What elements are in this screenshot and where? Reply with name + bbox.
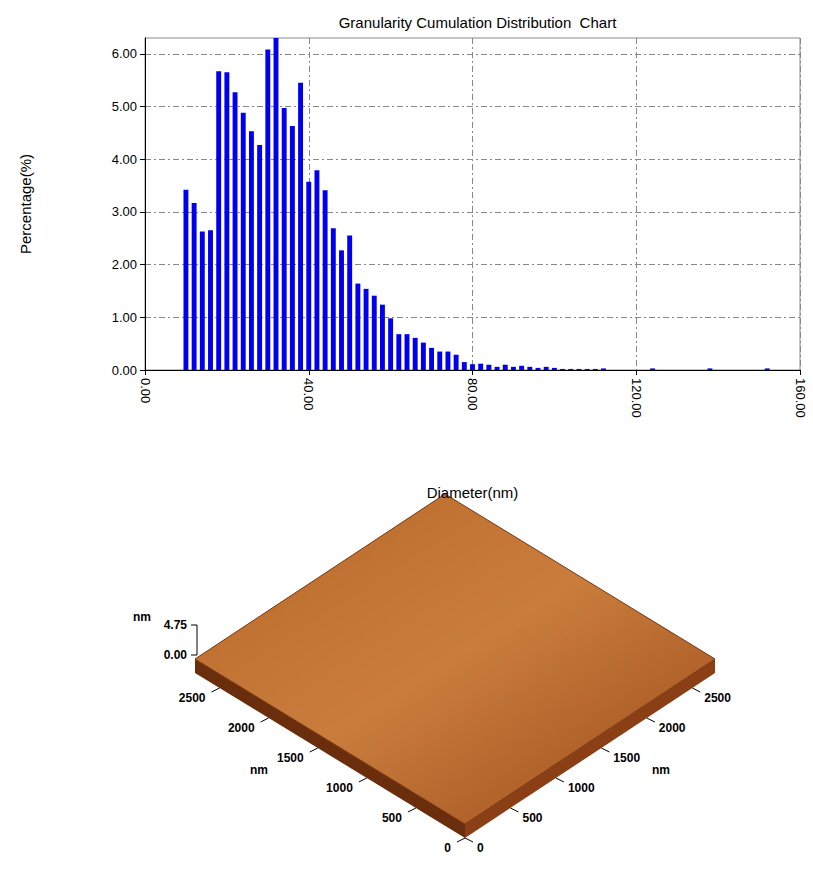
svg-text:Diameter(nm): Diameter(nm) <box>427 484 519 501</box>
svg-text:5.00: 5.00 <box>112 99 137 114</box>
svg-text:0: 0 <box>477 841 484 855</box>
svg-text:3.00: 3.00 <box>112 204 137 219</box>
svg-text:80.00: 80.00 <box>465 378 480 411</box>
svg-text:0.00: 0.00 <box>112 363 137 378</box>
svg-text:120.00: 120.00 <box>629 378 644 418</box>
svg-text:160.00: 160.00 <box>793 378 808 418</box>
svg-text:2000: 2000 <box>228 721 255 735</box>
svg-text:nm: nm <box>652 763 670 777</box>
svg-text:2500: 2500 <box>704 691 731 705</box>
svg-text:nm: nm <box>250 763 268 777</box>
svg-text:2.00: 2.00 <box>112 257 137 272</box>
svg-text:500: 500 <box>382 811 402 825</box>
svg-text:Percentage(%): Percentage(%) <box>17 154 34 254</box>
svg-text:1000: 1000 <box>568 781 595 795</box>
svg-text:1000: 1000 <box>326 781 353 795</box>
svg-text:1500: 1500 <box>613 751 640 765</box>
svg-text:500: 500 <box>522 811 542 825</box>
svg-text:1500: 1500 <box>277 751 304 765</box>
svg-text:2500: 2500 <box>179 691 206 705</box>
svg-text:40.00: 40.00 <box>301 378 316 411</box>
svg-text:6.00: 6.00 <box>112 46 137 61</box>
svg-text:0.00: 0.00 <box>138 378 153 403</box>
svg-text:2000: 2000 <box>659 721 686 735</box>
svg-text:0: 0 <box>444 841 451 855</box>
svg-text:Granularity Cumulation Distrib: Granularity Cumulation Distribution Char… <box>339 14 617 31</box>
svg-text:1.00: 1.00 <box>112 310 137 325</box>
svg-text:4.00: 4.00 <box>112 152 137 167</box>
svg-text:4.75: 4.75 <box>164 618 188 632</box>
svg-text:nm: nm <box>133 610 151 624</box>
svg-text:0.00: 0.00 <box>164 648 188 662</box>
